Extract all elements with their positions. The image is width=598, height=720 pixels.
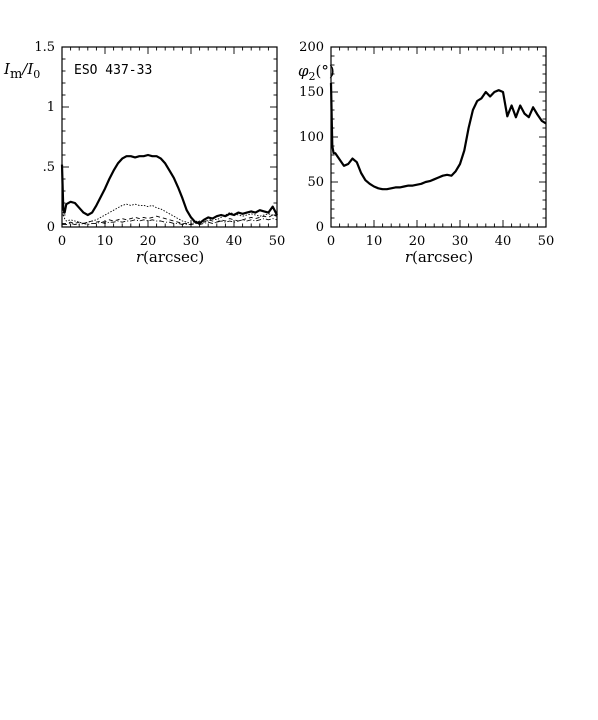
- x-tick-label: 0: [327, 234, 335, 249]
- x-tick-label: 30: [183, 234, 200, 249]
- y-tick-label: 1: [47, 100, 55, 115]
- tick-layer: [61, 46, 278, 228]
- tick-label-layer: 0 10 20 30 40 50 0 .5 1 1.5: [34, 40, 285, 249]
- series-line-3-dashed: [62, 214, 278, 226]
- y-tick-label: 1.5: [34, 40, 55, 55]
- series-line-1-thick-solid: [329, 82, 547, 191]
- x-tick-label: 20: [409, 234, 426, 249]
- x-axis-label-var: r: [405, 248, 413, 266]
- x-tick-label: 50: [538, 234, 555, 249]
- plot-frame: [61, 46, 278, 228]
- y-axis-label: φ2(°): [298, 62, 335, 83]
- y-tick-label: 0: [316, 220, 324, 235]
- x-tick-label: 20: [140, 234, 157, 249]
- y-axis-label-sub1: m: [10, 67, 22, 82]
- x-tick-label: 50: [269, 234, 286, 249]
- y-axis-label-main: I: [3, 60, 11, 78]
- y-tick-label: 0: [47, 220, 55, 235]
- series-layer: [329, 82, 547, 191]
- y-tick-label: 150: [299, 85, 324, 100]
- tick-layer: [330, 46, 547, 228]
- figure: 0 10 20 30 40 500.511.5 ESO 437-33 Im/I0 r(ar…: [3, 40, 554, 266]
- x-tick-label: 40: [495, 234, 512, 249]
- x-axis-label-var: r: [136, 248, 144, 266]
- x-axis-label: r(arcsec): [136, 248, 204, 266]
- x-axis-label: r(arcsec): [405, 248, 473, 266]
- y-axis-label-sub1: 2: [309, 70, 316, 83]
- x-tick-label: 10: [97, 234, 114, 249]
- intensity-ratio-panel: 0 10 20 30 40 500.511.5 ESO 437-33 Im/I0 r(ar…: [3, 40, 285, 266]
- x-tick-label: 10: [366, 234, 383, 249]
- plot-frame: [330, 46, 547, 228]
- phase-angle-panel: 0 10 20 30 40 50 0 50 100 150 200 φ2(°) r(arcsec): [298, 40, 554, 266]
- x-axis-label-unit: (arcsec): [412, 248, 473, 266]
- x-tick-label: 0: [58, 234, 66, 249]
- y-tick-label: .5: [43, 160, 55, 175]
- y-axis-label-unit: (°): [316, 62, 335, 80]
- y-tick-label: 200: [299, 40, 324, 55]
- series-layer: [60, 153, 278, 226]
- y-tick-label: 100: [299, 130, 324, 145]
- y-axis-label-sub2: 0: [33, 68, 40, 81]
- y-axis-label: Im/I0: [3, 60, 40, 82]
- y-axis-label-main: φ: [298, 62, 309, 80]
- series-line-4-dash-dot: [62, 218, 278, 226]
- series-line-1-thick-solid: [60, 153, 278, 225]
- tick-label-layer: 0 10 20 30 40 50 0 50 100 150 200: [299, 40, 554, 249]
- x-tick-label: 40: [226, 234, 243, 249]
- annotation-galaxy-name: ESO 437-33: [74, 63, 152, 78]
- x-tick-label: 30: [452, 234, 469, 249]
- y-tick-label: 50: [307, 175, 324, 190]
- y-axis-label-slash: /I: [20, 60, 34, 78]
- x-axis-label-unit: (arcsec): [143, 248, 204, 266]
